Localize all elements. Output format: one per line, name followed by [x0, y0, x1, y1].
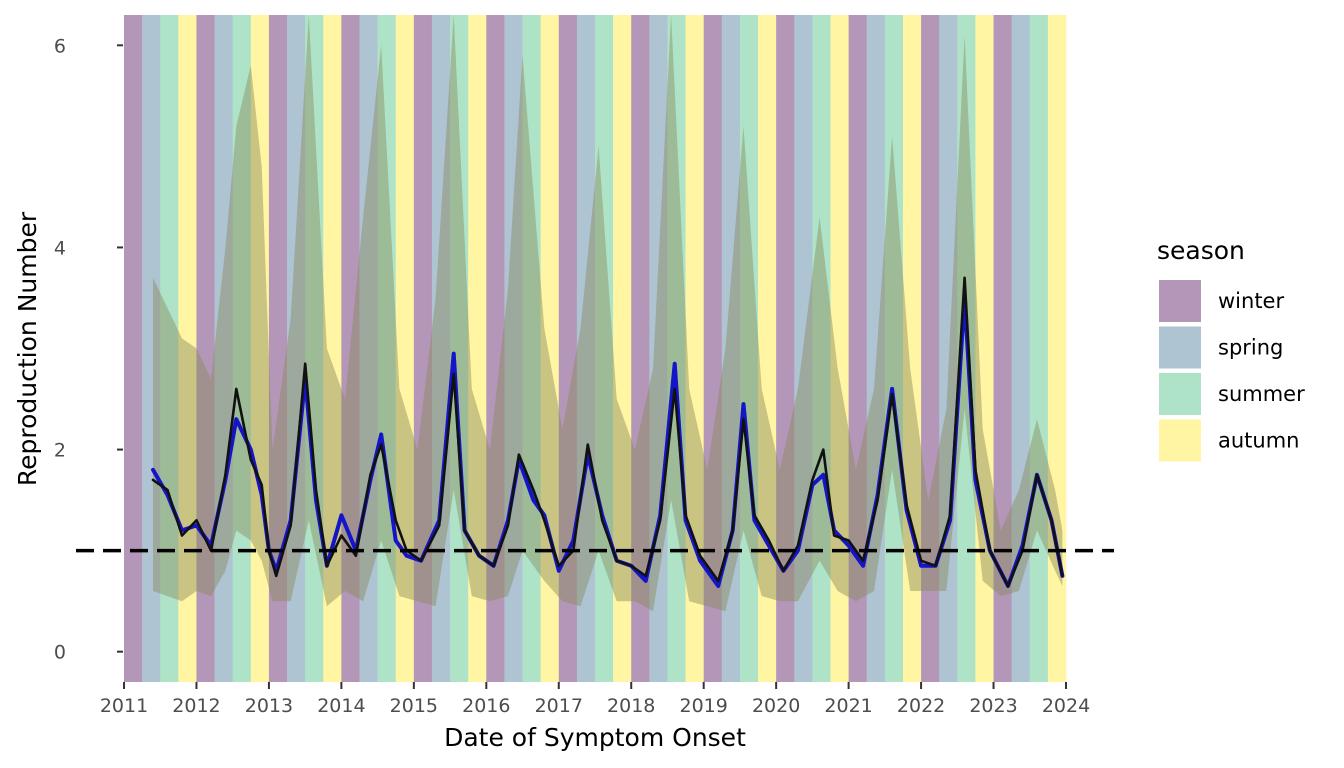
legend-swatch-winter	[1159, 280, 1201, 322]
legend-label-spring: spring	[1218, 336, 1283, 360]
season-band-winter	[124, 15, 143, 682]
y-tick-label: 2	[54, 440, 66, 462]
season-band-winter	[486, 15, 505, 682]
season-band-autumn	[468, 15, 487, 682]
season-band-spring	[576, 15, 596, 682]
season-band-winter	[776, 15, 795, 682]
y-axis-title: Reproduction Number	[13, 211, 42, 486]
season-band-autumn	[975, 15, 994, 682]
series-lines	[151, 276, 1065, 588]
season-band-winter	[413, 15, 433, 682]
series-line-2	[151, 276, 1064, 588]
season-band-winter	[341, 15, 360, 682]
season-band-summer	[667, 15, 686, 682]
season-band-autumn	[1047, 15, 1067, 682]
x-tick-label: 2022	[897, 695, 945, 717]
season-band-spring	[649, 15, 668, 682]
season-band-autumn	[395, 15, 415, 682]
season-band-autumn	[323, 15, 342, 682]
uncertainty-band-group	[153, 15, 1063, 612]
season-band-winter	[631, 15, 650, 682]
y-tick-label: 0	[54, 642, 66, 664]
season-band-autumn	[613, 15, 632, 682]
season-band-winter	[268, 15, 288, 682]
season-band-winter	[921, 15, 940, 682]
season-band-winter	[196, 15, 215, 682]
season-band-spring	[431, 15, 451, 682]
x-tick-label: 2015	[390, 695, 438, 717]
season-band-spring	[142, 15, 161, 682]
legend: season winter spring summer autumn	[1157, 236, 1305, 462]
legend-label-autumn: autumn	[1218, 429, 1300, 453]
x-tick-label: 2019	[680, 695, 728, 717]
uncertainty-band	[153, 15, 1063, 612]
x-tick-label: 2024	[1042, 695, 1090, 717]
legend-label-summer: summer	[1218, 382, 1305, 406]
x-axis-title: Date of Symptom Onset	[444, 723, 746, 752]
y-tick-label: 4	[54, 237, 66, 259]
x-tick-label: 2012	[172, 695, 220, 717]
legend-label-winter: winter	[1218, 289, 1284, 313]
x-tick-label: 2013	[245, 695, 293, 717]
season-band-winter	[993, 15, 1012, 682]
season-band-summer	[812, 15, 831, 682]
season-band-spring	[866, 15, 886, 682]
legend-swatch-spring	[1159, 326, 1201, 369]
x-tick-label: 2018	[607, 695, 655, 717]
season-band-autumn	[758, 15, 777, 682]
x-axis: 2011 2012 2013 2014 2015 2016 2017 2018 2019 2020…	[100, 682, 1090, 717]
x-tick-label: 2020	[752, 695, 800, 717]
y-axis: 0 2 4 6	[54, 35, 123, 664]
legend-title: season	[1157, 236, 1245, 265]
x-tick-label: 2014	[317, 695, 365, 717]
season-band-winter	[848, 15, 868, 682]
y-tick-label: 6	[54, 35, 66, 57]
x-tick-label: 2016	[462, 695, 510, 717]
season-band-winter	[703, 15, 723, 682]
season-band-summer	[1029, 15, 1049, 682]
season-band-spring	[794, 15, 813, 682]
season-band-spring	[1011, 15, 1031, 682]
season-band-summer	[884, 15, 904, 682]
season-band-autumn	[830, 15, 849, 682]
season-band-summer	[522, 15, 541, 682]
legend-swatch-autumn	[1159, 419, 1201, 462]
season-band-summer	[232, 15, 252, 682]
season-band-spring	[939, 15, 958, 682]
season-band-autumn	[685, 15, 704, 682]
season-band-summer	[595, 15, 614, 682]
legend-swatch-summer	[1159, 373, 1201, 415]
x-tick-label: 2021	[824, 695, 872, 717]
x-tick-label: 2011	[100, 695, 148, 717]
x-tick-label: 2017	[535, 695, 583, 717]
x-tick-label: 2023	[969, 695, 1017, 717]
season-band-winter	[558, 15, 578, 682]
season-band-autumn	[178, 15, 197, 682]
